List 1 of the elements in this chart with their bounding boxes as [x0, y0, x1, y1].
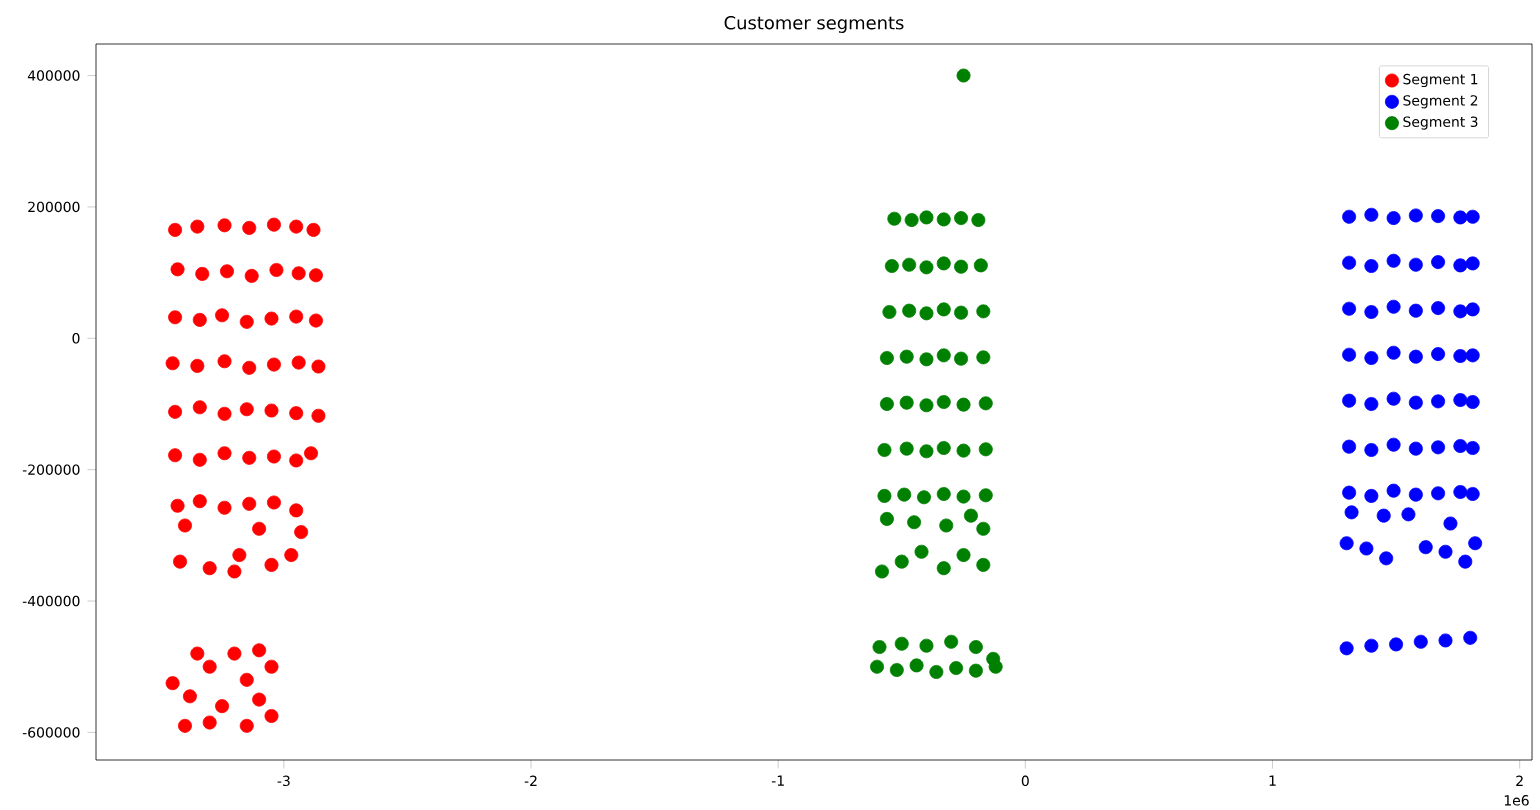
chart-title: Customer segments	[724, 15, 904, 33]
